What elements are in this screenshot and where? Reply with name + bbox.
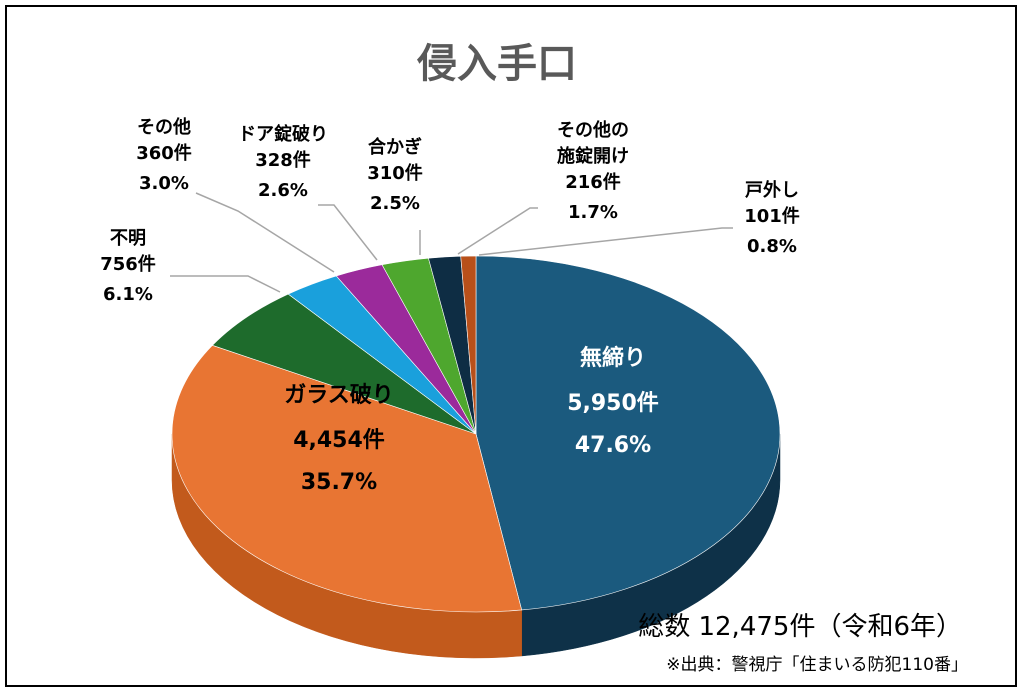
slice-label-count-mushimari: 5,950件 xyxy=(567,391,659,416)
source-note: ※出典：警視庁「住まいる防犯110番」 xyxy=(666,655,968,675)
slice-label-name-mushimari: 無締り xyxy=(580,345,646,371)
slice-label-name-glass: ガラス破り xyxy=(284,382,394,408)
slice-label-count-aikagi: 310件 xyxy=(367,162,423,184)
slice-label-name-aikagi: 合かぎ xyxy=(368,136,422,158)
slice-label-count-sonota: 360件 xyxy=(136,142,192,164)
slice-label-name-sonota-sejo-2: 施錠開け xyxy=(557,145,629,167)
slice-label-count-sonota-sejo: 216件 xyxy=(565,171,621,193)
slice-label-count-togaishi: 101件 xyxy=(744,205,800,227)
slice-label-pct-mushimari: 47.6% xyxy=(575,433,651,458)
slice-label-count-fumei: 756件 xyxy=(100,253,156,275)
slice-label-count-glass: 4,454件 xyxy=(293,428,385,453)
slice-label-pct-sonota: 3.0% xyxy=(139,173,189,194)
slice-label-name-door: ドア錠破り xyxy=(238,123,328,145)
leader-line-sonota-sejo xyxy=(457,207,538,255)
slice-labels: 無締り 5,950件 47.6% ガラス破り 4,454件 35.7% 不明 756件 6.1%… xyxy=(100,116,800,495)
pie-top-group xyxy=(171,255,781,613)
slice-label-name-sonota: その他 xyxy=(137,116,191,138)
pie-slice-glass xyxy=(171,344,523,613)
slice-label-name-fumei: 不明 xyxy=(110,228,146,249)
slice-label-pct-togaishi: 0.8% xyxy=(747,236,797,257)
leader-line-togaishi xyxy=(478,227,733,256)
slice-label-pct-door: 2.6% xyxy=(258,180,308,201)
slice-label-name-togaishi: 戸外し xyxy=(745,179,799,201)
slice-label-pct-aikagi: 2.5% xyxy=(370,193,420,214)
leader-line-door xyxy=(318,204,378,261)
total-count: 総数 12,475件（令和6年） xyxy=(638,612,962,642)
chart-title: 侵入手口 xyxy=(416,41,577,87)
pie-slice-mushimari xyxy=(475,255,781,611)
slice-label-pct-glass: 35.7% xyxy=(301,470,377,495)
leader-lines xyxy=(170,192,733,293)
pie-slice-fumei xyxy=(211,293,477,435)
pie-slice-togaishi xyxy=(460,255,477,435)
slice-label-pct-fumei: 6.1% xyxy=(103,284,153,305)
slice-label-name-sonota-sejo-1: その他の xyxy=(557,119,629,141)
leader-line-sonota xyxy=(195,192,335,273)
slice-label-pct-sonota-sejo: 1.7% xyxy=(568,202,618,223)
slice-label-count-door: 328件 xyxy=(255,149,311,171)
leader-line-fumei xyxy=(170,275,281,293)
